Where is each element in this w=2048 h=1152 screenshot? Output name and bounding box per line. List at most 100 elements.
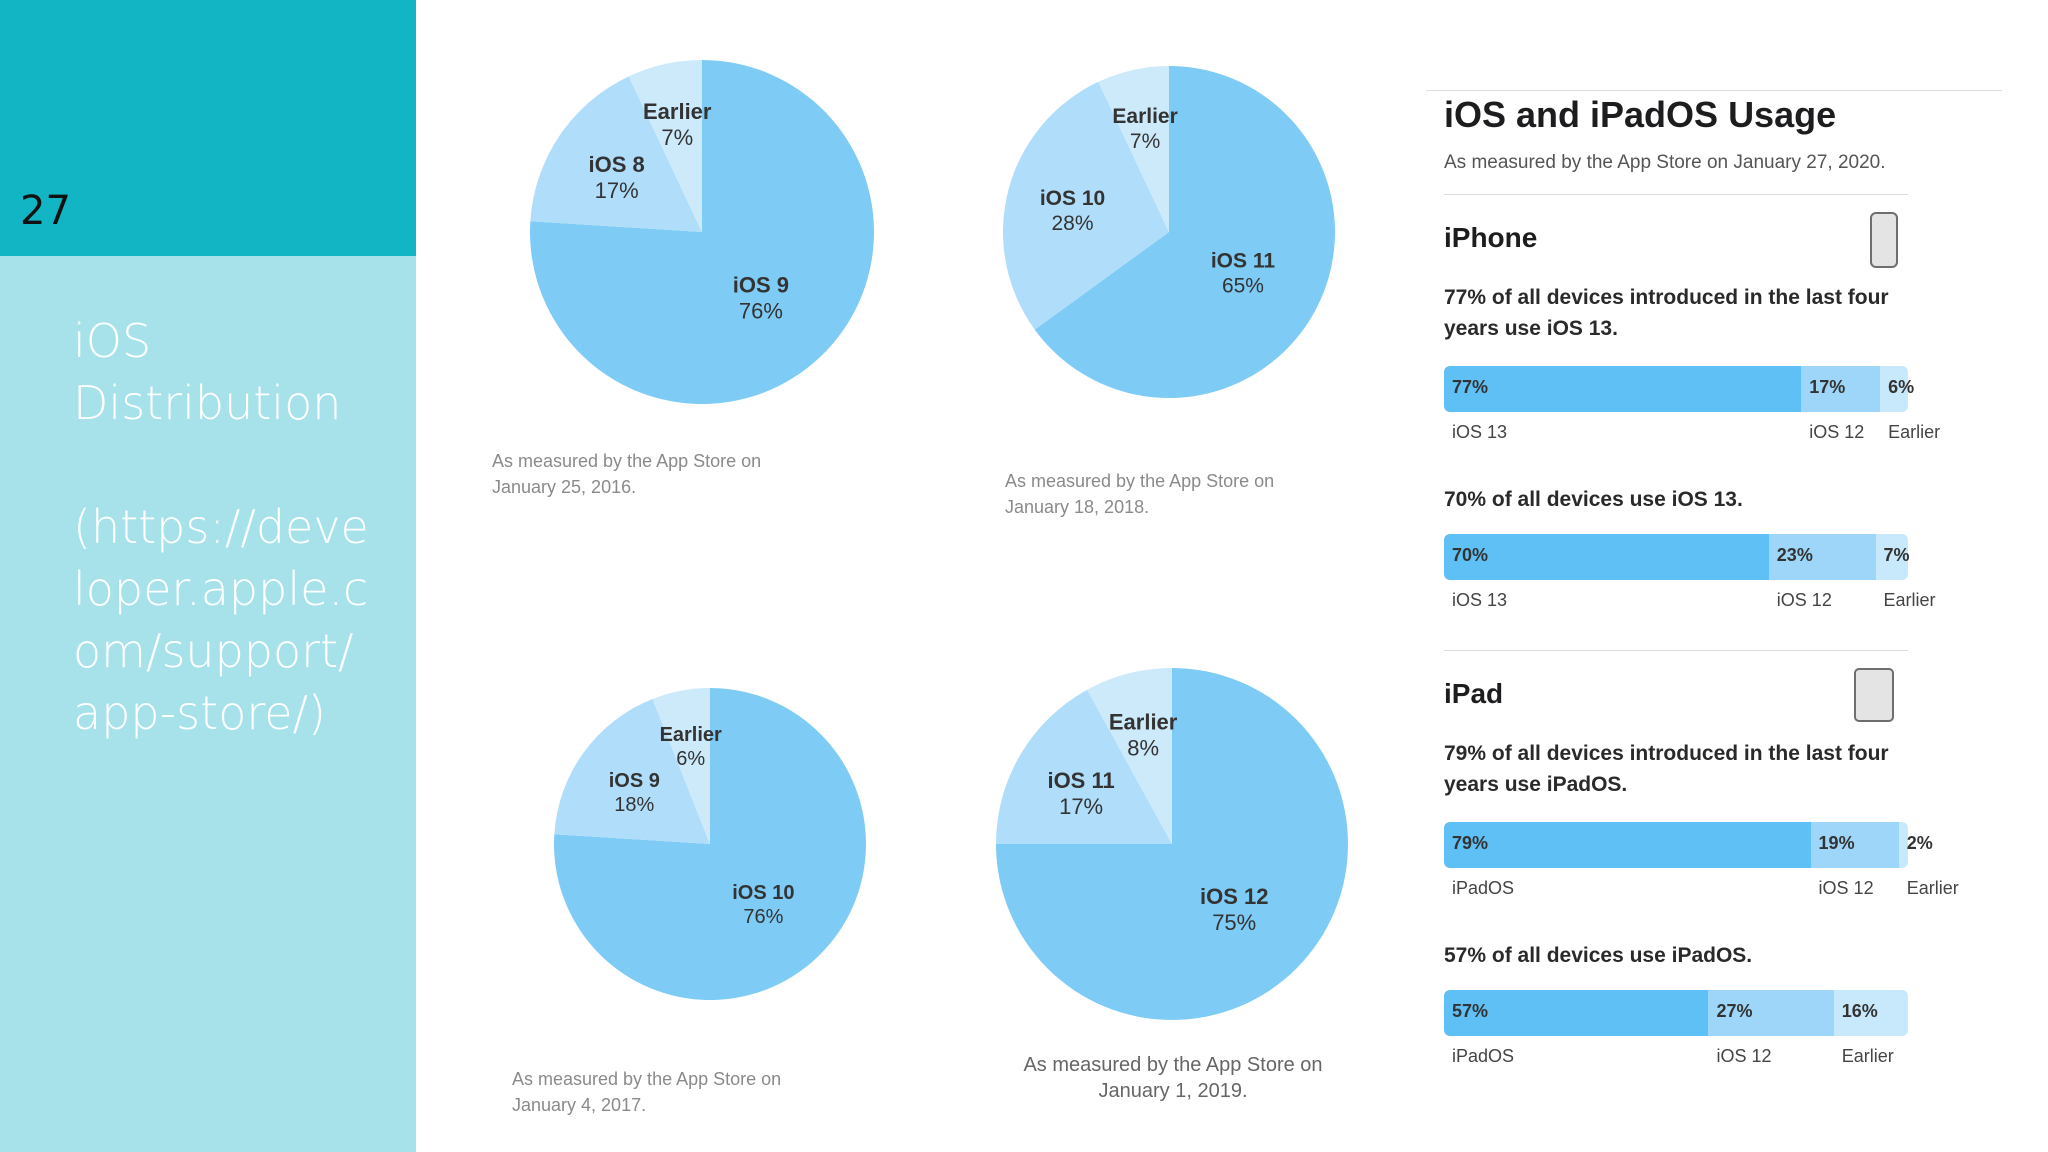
bar-label: iOS 12 (1776, 590, 1832, 610)
pie-label-earlier: Earlier (643, 99, 712, 124)
pie-value-ios-11: 65% (1222, 275, 1264, 298)
bar-segment-ios-12: 23% iOS 12 (1768, 534, 1876, 610)
pie-slice-ios-10 (1003, 81, 1169, 330)
pie-chart-2017: iOS 10 76% iOS 9 18% Earlier 6% (554, 688, 866, 1000)
divider (1426, 90, 2002, 91)
pie-slice-ios-8 (530, 76, 702, 232)
bar-segment-earlier: 7% Earlier (1875, 534, 1936, 610)
pie-caption-2018: As measured by the App Store on January … (1005, 471, 1275, 517)
pie-value-ios-10: 28% (1052, 212, 1094, 235)
ipad-icon (1854, 668, 1894, 722)
bar-label: iOS 13 (1452, 422, 1508, 442)
bar-segment-earlier: 16% Earlier (1833, 990, 1908, 1066)
pie-value-ios-8: 17% (595, 178, 639, 203)
pie-label-ios-10: iOS 10 (1040, 187, 1105, 210)
pie-slice-ios-9 (554, 698, 710, 844)
pie-slice-earlier (1098, 66, 1169, 232)
bar-label: iOS 12 (1818, 878, 1874, 898)
iphone-bar-all: 70% iOS 13 23% iOS 12 7% Earlier (1444, 534, 1936, 610)
bar-label: iPadOS (1452, 878, 1515, 898)
pie-label-ios-8: iOS 8 (589, 152, 645, 177)
bar-segment-ipados: 79% iPadOS (1444, 822, 1811, 898)
pie-value-earlier: 8% (1127, 735, 1159, 760)
ipad-heading: iPad (1444, 678, 1504, 709)
pie-label-ios-12: iOS 12 (1200, 884, 1268, 909)
iphone-bar-four-years: 77% iOS 13 17% iOS 12 6% Earlier (1444, 366, 1940, 442)
pie-chart-2016: iOS 9 76% iOS 8 17% Earlier 7% (530, 60, 874, 404)
bar-label: iOS 12 (1809, 422, 1865, 442)
ipad-stat-four-years: 79% of all devices introduced in the las… (1444, 742, 1889, 796)
bar-value: 6% (1888, 377, 1915, 397)
pie-slice-ios-11 (996, 689, 1172, 844)
bar-value: 16% (1841, 1001, 1878, 1021)
pie-chart-2018: iOS 11 65% iOS 10 28% Earlier 7% (1003, 66, 1335, 399)
usage-subtitle: As measured by the App Store on January … (1444, 152, 1886, 173)
bar-segment-ios-12: 17% iOS 12 (1801, 366, 1881, 442)
pie-label-earlier: Earlier (1109, 709, 1178, 734)
pie-caption-2016: As measured by the App Store on January … (492, 451, 762, 497)
ipad-stat-all: 57% of all devices use iPadOS. (1444, 944, 1753, 967)
pie-label-ios-9: iOS 9 (733, 273, 789, 298)
slide-title: iOS Distribution (https://developer.appl… (73, 314, 369, 740)
pie-slice-earlier (628, 60, 702, 232)
bar-value: 77% (1452, 377, 1489, 397)
pie-value-ios-10: 76% (743, 906, 783, 928)
bar-label: Earlier (1888, 422, 1941, 442)
sidebar: 27 iOS Distribution (https://developer.a… (0, 0, 416, 1152)
pie-label-ios-9: iOS 9 (609, 770, 660, 792)
iphone-stat-four-years: 77% of all devices introduced in the las… (1444, 286, 1889, 340)
slide-number: 27 (20, 188, 71, 234)
iphone-icon (1870, 212, 1898, 268)
iphone-heading: iPhone (1444, 222, 1538, 253)
bar-segment-ipados: 57% iPadOS (1444, 990, 1709, 1066)
pie-slice-ios-11 (1034, 66, 1335, 399)
bar-value: 17% (1809, 377, 1846, 397)
ipad-bar-all: 57% iPadOS 27% iOS 12 16% Earlier (1444, 990, 1908, 1066)
bar-segment-earlier: 2% Earlier (1898, 822, 1959, 898)
divider (1444, 194, 1908, 195)
bar-label: Earlier (1906, 878, 1959, 898)
bar-value: 7% (1883, 545, 1910, 565)
pie-value-ios-11: 17% (1059, 794, 1103, 819)
bar-value: 2% (1906, 833, 1933, 853)
pie-label-ios-10: iOS 10 (732, 882, 794, 904)
pie-value-earlier: 7% (1130, 130, 1160, 153)
divider (1444, 650, 1908, 651)
pie-value-ios-12: 75% (1212, 910, 1256, 935)
pie-value-ios-9: 18% (614, 794, 654, 816)
bar-value: 57% (1452, 1001, 1489, 1021)
bar-segment-ios-12: 19% iOS 12 (1810, 822, 1899, 898)
pie-slice-earlier (652, 688, 710, 844)
bar-segment-ios-13: 70% iOS 13 (1444, 534, 1769, 610)
bar-value: 19% (1818, 833, 1855, 853)
pie-chart-2019: iOS 12 75% iOS 11 17% Earlier 8% (996, 668, 1348, 1020)
pie-slice-earlier (1087, 668, 1172, 844)
pie-value-ios-9: 76% (739, 299, 783, 324)
bar-value: 70% (1452, 545, 1489, 565)
bar-label: iOS 13 (1452, 590, 1508, 610)
bar-segment-ios-13: 77% iOS 13 (1444, 366, 1802, 442)
pie-label-earlier: Earlier (660, 724, 722, 746)
bar-segment-earlier: 6% Earlier (1880, 366, 1940, 442)
pie-value-earlier: 6% (676, 748, 705, 770)
bar-value: 79% (1452, 833, 1489, 853)
bar-segment-ios-12: 27% iOS 12 (1708, 990, 1834, 1066)
usage-title: iOS and iPadOS Usage (1444, 94, 1837, 135)
bar-label: iPadOS (1452, 1046, 1515, 1066)
pie-label-ios-11: iOS 11 (1047, 768, 1114, 793)
pie-label-ios-11: iOS 11 (1211, 250, 1276, 273)
bar-label: Earlier (1841, 1046, 1894, 1066)
bar-label: Earlier (1883, 590, 1936, 610)
iphone-stat-all: 70% of all devices use iOS 13. (1444, 488, 1743, 511)
pie-caption-2019: As measured by the App Store on January … (1023, 1054, 1323, 1102)
pie-label-earlier: Earlier (1112, 105, 1177, 128)
bar-label: iOS 12 (1716, 1046, 1772, 1066)
pie-value-earlier: 7% (661, 125, 693, 150)
bar-value: 27% (1716, 1001, 1753, 1021)
sidebar-header (0, 0, 416, 256)
ipad-bar-four-years: 79% iPadOS 19% iOS 12 2% Earlier (1444, 822, 1959, 898)
